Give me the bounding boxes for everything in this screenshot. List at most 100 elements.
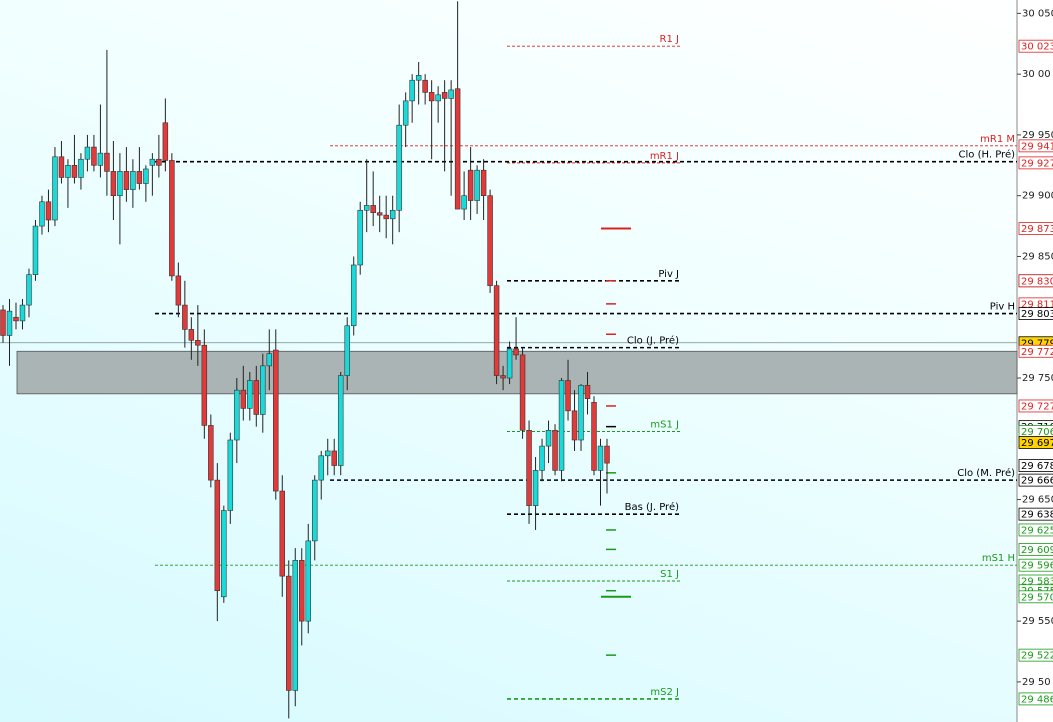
candle-body: [526, 429, 532, 506]
candle-body: [266, 353, 273, 367]
candle-body: [532, 470, 539, 506]
candle-body: [201, 344, 208, 426]
candle-body: [227, 439, 234, 511]
candle-body: [480, 169, 487, 196]
candle-body: [552, 429, 558, 471]
candle-body: [545, 429, 552, 447]
candle-body: [506, 348, 513, 379]
level-label: Clo (J. Pré): [627, 335, 679, 347]
y-tick-label: 29 550: [1022, 616, 1053, 627]
candle-body: [604, 445, 610, 464]
candle-body: [487, 195, 493, 286]
zone: [16, 350, 1018, 395]
candle-body: [461, 195, 467, 210]
candle-body: [240, 389, 247, 409]
price-tag: [1018, 459, 1053, 472]
candle-body: [32, 225, 39, 276]
candle-body: [169, 160, 175, 277]
candle-body: [435, 94, 441, 102]
candle-body: [162, 122, 169, 161]
candle-body: [156, 158, 162, 166]
candle-body: [565, 380, 571, 412]
y-tick-label: 29 50: [1022, 677, 1051, 688]
candle-body: [383, 214, 389, 220]
candle-body: [65, 165, 71, 178]
candle-body: [312, 479, 318, 542]
candle-body: [318, 455, 324, 481]
candle-body: [143, 168, 149, 184]
price-axis: [1017, 0, 1053, 722]
candle-body: [584, 385, 591, 399]
candle-body: [448, 89, 454, 99]
price-tag-label: 29 697: [1021, 438, 1053, 449]
candle-body: [253, 380, 260, 415]
price-tag-label: 29 779: [1021, 338, 1053, 349]
level-label: Piv H: [990, 302, 1015, 313]
candle-body: [467, 169, 474, 201]
price-tag: [1018, 274, 1053, 288]
price-tag-label: 29 706: [1021, 427, 1053, 438]
candle-body: [97, 152, 104, 166]
price-tag-label: 29 522: [1021, 651, 1053, 662]
price-tag: [1018, 523, 1053, 537]
candle-body: [58, 156, 65, 178]
price-tag-label: 29 486: [1021, 694, 1053, 705]
candle-body: [331, 450, 337, 466]
level-label: mR1 J: [650, 151, 679, 162]
price-tag-label: 29 772: [1021, 347, 1053, 358]
candle-body: [6, 310, 13, 336]
candle-body: [292, 560, 298, 691]
candle-body: [182, 304, 188, 330]
price-tag: [1018, 156, 1053, 170]
candle-body: [208, 425, 214, 481]
price-tag: [1018, 543, 1053, 556]
candle-body: [221, 510, 227, 598]
candle-body: [493, 285, 500, 376]
candle-body: [91, 146, 97, 166]
price-tag: [1018, 139, 1053, 153]
price-tag-label: 29 583: [1021, 577, 1053, 588]
candle-body: [247, 380, 253, 409]
y-tick-label: 29 750: [1022, 373, 1053, 384]
candle-body: [396, 124, 402, 211]
candle-body: [363, 205, 370, 211]
candle-body: [71, 165, 78, 178]
y-tick-label: 29 950: [1022, 130, 1053, 141]
candle-body: [19, 304, 26, 322]
price-tag-label: 29 570: [1021, 592, 1053, 603]
level-label: mS1 J: [650, 419, 679, 430]
candle-body: [234, 389, 240, 441]
y-tick-label: 29 650: [1022, 495, 1053, 506]
price-tag-label: 29 609: [1021, 545, 1053, 556]
price-tag-label: 29 830: [1021, 276, 1053, 287]
candle-body: [104, 152, 110, 172]
candle-body: [273, 349, 279, 492]
price-tag: [1018, 399, 1053, 413]
candle-body: [454, 88, 461, 210]
candle-body: [558, 380, 565, 471]
price-tag: [1018, 590, 1053, 604]
price-tag-label: 29 596: [1021, 561, 1053, 572]
price-tag-label: 29 666: [1021, 476, 1053, 487]
candle-body: [188, 329, 195, 341]
y-tick-label: 30 050: [1022, 8, 1053, 19]
candle-body: [324, 450, 331, 457]
candle-body: [84, 146, 91, 160]
y-tick-label: 30 00: [1022, 69, 1051, 80]
candle-body: [136, 171, 143, 184]
candle-body: [402, 100, 409, 126]
candle-body: [260, 365, 266, 415]
level-label: R1 J: [660, 34, 679, 45]
level-label: Clo (M. Pré): [957, 467, 1015, 479]
candle-body: [428, 92, 435, 102]
candle-body: [123, 171, 130, 190]
candle-body: [39, 201, 45, 227]
price-tag: [1018, 558, 1053, 572]
candle-body: [539, 445, 545, 471]
price-tag-label: 29 811: [1021, 299, 1053, 310]
price-tag: [1018, 692, 1053, 706]
candle-body: [195, 340, 201, 346]
candle-body: [370, 205, 376, 214]
candle-body: [279, 490, 286, 577]
